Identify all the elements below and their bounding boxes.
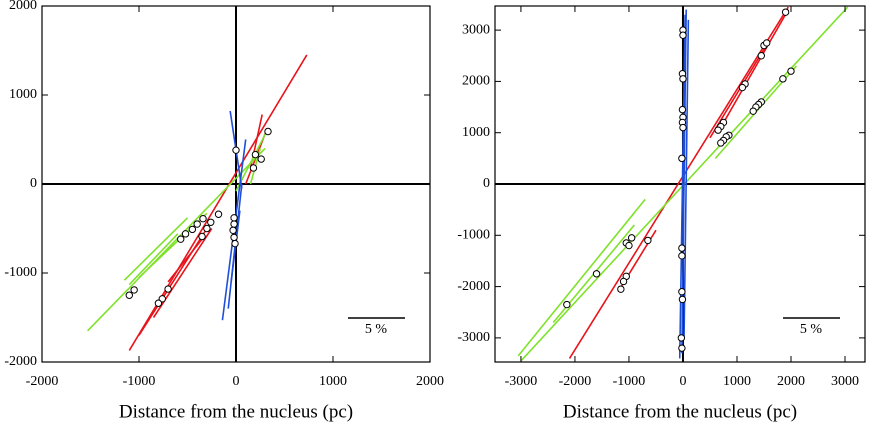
segment: [568, 6, 789, 359]
point: [125, 291, 134, 299]
y-tick-label: -1000: [4, 265, 37, 280]
panel: -3000 -2000 -1000 0 1000 2000 3000 -3000 -2000 -1…: [457, 5, 866, 422]
point: [678, 295, 687, 304]
y-tick-label: 2000: [9, 0, 37, 13]
point: [130, 286, 138, 294]
point: [232, 146, 240, 154]
y-tick-label: -2000: [457, 279, 490, 294]
x-tick-label: -1000: [613, 374, 646, 389]
x-tick-label: 2000: [416, 374, 444, 389]
point: [177, 235, 185, 243]
point: [231, 239, 239, 248]
point: [264, 127, 272, 136]
point: [230, 220, 238, 228]
point: [678, 105, 687, 114]
point: [257, 155, 265, 163]
point: [781, 8, 790, 16]
point: [154, 299, 163, 307]
x-tick-label: 2000: [777, 374, 805, 389]
point: [203, 224, 211, 233]
x-tick-label: -1000: [123, 374, 156, 389]
y-tick-label: 0: [30, 176, 37, 191]
point: [717, 139, 725, 147]
x-tick-label: -3000: [505, 374, 538, 389]
point: [207, 218, 215, 226]
point: [592, 270, 601, 278]
point: [714, 126, 722, 134]
panel: -2000 -1000 0 1000 2000 -2000 -1000 0 1000 2000 5 …: [4, 0, 444, 422]
point: [230, 233, 238, 242]
x-tick-label: 0: [679, 374, 686, 389]
segment: [720, 9, 789, 128]
y-tick-label: 1000: [462, 125, 490, 140]
y-tick-label: 3000: [462, 22, 490, 37]
point: [188, 225, 197, 234]
point: [678, 288, 686, 296]
segment: [87, 147, 266, 332]
y-tick-label: -3000: [457, 330, 490, 345]
x-axis-label: Distance from the nucleus (pc): [563, 401, 797, 422]
x-tick-label: 0: [233, 374, 240, 389]
point: [251, 150, 260, 159]
point: [679, 75, 687, 83]
point: [625, 241, 633, 250]
segment: [517, 198, 646, 357]
x-tick-label: 1000: [319, 374, 347, 389]
point: [678, 244, 686, 252]
segment: [128, 54, 308, 351]
point: [249, 164, 258, 172]
point: [678, 252, 686, 260]
segment: [683, 19, 690, 338]
point: [644, 236, 652, 245]
point: [779, 75, 787, 83]
point: [679, 123, 687, 132]
point: [619, 277, 628, 286]
point: [563, 300, 571, 309]
y-tick-label: 2000: [462, 74, 490, 89]
x-tick-label: -2000: [26, 374, 59, 389]
point: [181, 230, 190, 238]
x-axis-label: Distance from the nucleus (pc): [119, 401, 353, 422]
plot-area: [42, 6, 430, 362]
segment: [123, 217, 189, 281]
y-tick-label: -1000: [457, 228, 490, 243]
point: [757, 52, 765, 60]
x-tick-label: 3000: [831, 374, 859, 389]
annotation: 5 %: [800, 322, 823, 337]
annotation: 5 %: [365, 322, 388, 337]
segment: [152, 228, 213, 318]
x-tick-label: -2000: [559, 374, 592, 389]
point: [678, 344, 686, 352]
point: [677, 334, 686, 342]
point: [230, 214, 238, 222]
point: [679, 31, 687, 39]
point: [229, 226, 237, 234]
point: [199, 215, 207, 223]
point: [762, 39, 771, 47]
point: [193, 220, 201, 228]
point: [678, 154, 686, 163]
plot-area: [495, 6, 865, 362]
y-tick-label: 0: [483, 176, 490, 191]
point: [214, 210, 223, 218]
point: [738, 83, 747, 92]
y-tick-label: -2000: [4, 354, 37, 369]
segment: [167, 238, 203, 283]
y-tick-label: 1000: [9, 87, 37, 102]
point: [617, 285, 625, 293]
point: [787, 67, 795, 75]
point: [164, 285, 172, 293]
x-tick-label: 1000: [723, 374, 751, 389]
point: [749, 107, 757, 115]
segment: [128, 233, 179, 286]
point: [198, 232, 206, 241]
point: [627, 234, 636, 242]
